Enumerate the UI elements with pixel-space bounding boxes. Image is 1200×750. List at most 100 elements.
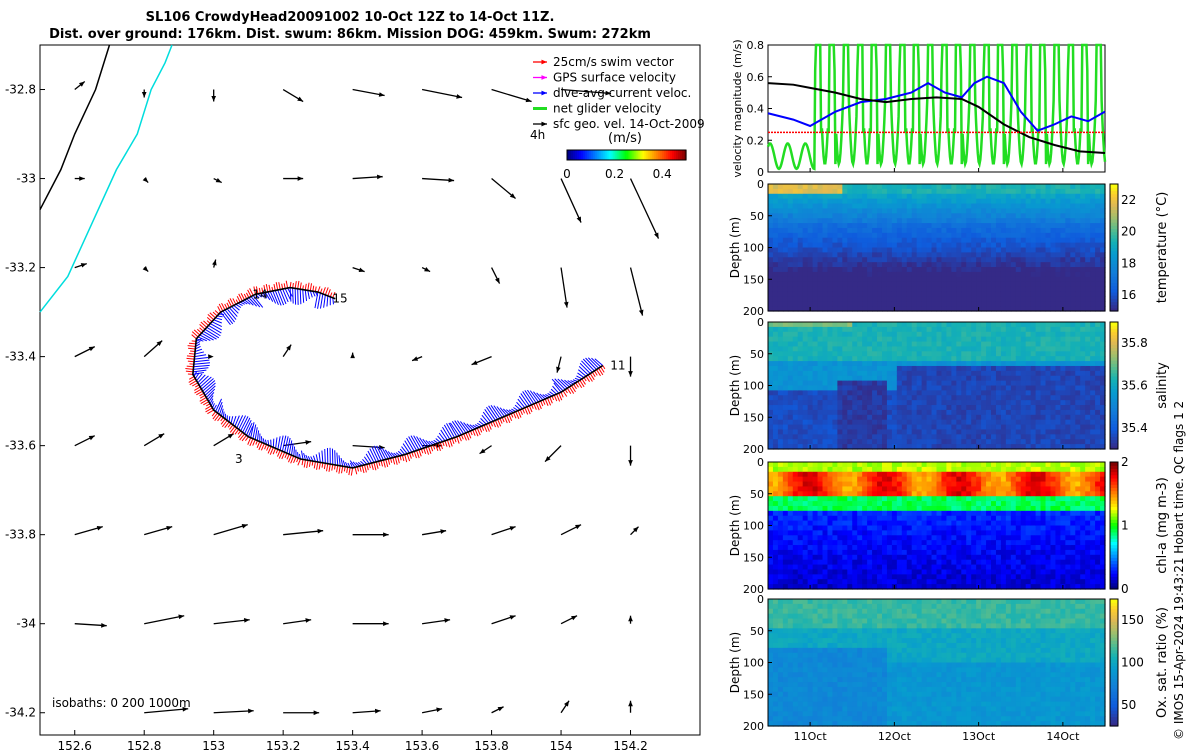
- sfc-velocity-arrow: [283, 528, 324, 536]
- sfc-velocity-arrow: [628, 445, 633, 466]
- map-ytick-label: -34.2: [5, 706, 36, 720]
- heatmap-ytick-label: 100: [743, 520, 764, 533]
- heatmap-colorbar: [1110, 322, 1118, 450]
- heatmap-ytick-label: 0: [757, 456, 764, 469]
- sfc-velocity-arrow: [212, 259, 217, 268]
- sfc-velocity-arrow: [556, 356, 562, 373]
- heatmap-ytick-label: 0: [757, 316, 764, 329]
- map-colorbar-tick: 0.4: [653, 167, 672, 181]
- map-xtick-label: 153: [202, 739, 225, 750]
- heatmap-ytick-label: 200: [743, 443, 764, 456]
- sfc-velocity-arrow: [352, 174, 383, 180]
- map-ytick-label: -33.8: [5, 528, 36, 542]
- velocity-series-line: [767, 75, 1106, 132]
- heatmap-ytick-label: 50: [750, 348, 764, 361]
- velocity-series-line: [767, 82, 1106, 154]
- sfc-velocity-arrow: [282, 88, 304, 103]
- sfc-velocity-arrow: [421, 88, 463, 99]
- sfc-velocity-arrow: [629, 178, 660, 239]
- sfc-velocity-arrow: [352, 532, 389, 538]
- map-colorbar-tick: 0.2: [605, 167, 624, 181]
- heatmap-colorbar-label: Ox. sat. ratio (%): [1155, 607, 1170, 718]
- map-ytick-label: -32.8: [5, 83, 36, 97]
- heatmap-colorbar-tick: 1: [1121, 519, 1129, 533]
- heatmap-colorbar-label: temperature (°C): [1155, 192, 1170, 304]
- title-line2: Dist. over ground: 176km. Dist. swum: 86…: [49, 27, 651, 42]
- velocity-ytick-label: 0.2: [747, 134, 765, 147]
- credit-text: © IMOS 15-Apr-2024 19:43:21 Hobart time.…: [1172, 400, 1186, 740]
- heatmap-ytick-label: 200: [743, 305, 764, 318]
- heatmap-ytick-label: 0: [757, 178, 764, 191]
- map-xtick-label: 154: [550, 739, 573, 750]
- map-colorbar-label: (m/s): [608, 131, 642, 146]
- heatmap-ytick-label: 0: [757, 593, 764, 606]
- sfc-velocity-arrow: [74, 346, 96, 358]
- sfc-velocity-arrow: [283, 440, 312, 447]
- sfc-velocity-arrow: [74, 525, 103, 536]
- heatmap-ytick-label: 150: [743, 273, 764, 286]
- map-ytick-label: -33.2: [5, 261, 36, 275]
- heatmap-ylabel: Depth (m): [728, 632, 742, 693]
- sfc-velocity-arrow: [471, 356, 492, 366]
- sfc-velocity-arrow: [411, 356, 423, 362]
- sfc-velocity-arrow: [491, 706, 504, 714]
- time-xtick-label: 11Oct: [794, 730, 828, 743]
- sfc-velocity-arrow: [213, 177, 222, 184]
- heatmap-ytick-label: 100: [743, 380, 764, 393]
- sfc-velocity-arrow: [352, 88, 385, 97]
- isobath-line: [39, 44, 111, 211]
- track-day-label: 3: [235, 452, 243, 466]
- sfc-velocity-arrow: [74, 623, 107, 628]
- sfc-velocity-arrow: [142, 266, 149, 273]
- map-ytick-label: -33.6: [5, 439, 36, 453]
- sfc-velocity-arrow: [560, 178, 582, 223]
- track-day-label: 15: [332, 292, 347, 306]
- legend-entry: GPS surface velocity: [553, 71, 676, 85]
- sfc-velocity-arrow: [143, 340, 163, 358]
- sfc-velocity-arrow: [560, 700, 570, 714]
- heatmap-ytick-label: 50: [750, 625, 764, 638]
- sfc-velocity-arrow: [560, 615, 578, 625]
- sfc-velocity-arrow: [422, 177, 455, 183]
- heatmap-colorbar-label: salinity: [1155, 362, 1170, 409]
- heatmap-colorbar-tick: 22: [1121, 193, 1136, 207]
- heatmap-cells: [768, 599, 1106, 727]
- sfc-velocity-arrow: [350, 352, 355, 359]
- heatmap-ylabel: Depth (m): [728, 217, 742, 278]
- time-xtick-label: 12Oct: [878, 730, 912, 743]
- map-xtick-label: 153.2: [266, 739, 300, 750]
- time-xtick-label: 14Oct: [1046, 730, 1080, 743]
- heatmap-cells: [768, 322, 1106, 450]
- sfc-velocity-arrow: [208, 354, 214, 359]
- legend-swatch: [533, 90, 547, 96]
- legend-swatch: [533, 59, 547, 65]
- map-ytick-label: -33: [16, 172, 36, 186]
- sfc-velocity-arrow: [628, 700, 633, 713]
- legend-swatch: [533, 75, 547, 80]
- coastline: [39, 44, 173, 313]
- sfc-velocity-arrow: [74, 435, 96, 447]
- heatmap-ytick-label: 200: [743, 583, 764, 596]
- heatmap-colorbar-tick: 50: [1121, 698, 1136, 712]
- sfc-velocity-arrow: [352, 708, 381, 714]
- sfc-velocity-arrow: [74, 262, 87, 269]
- heatmap-colorbar: [1110, 184, 1118, 312]
- map-xtick-label: 152.6: [58, 739, 92, 750]
- heatmap-cells: [768, 184, 1106, 312]
- map-ytick-label: -34: [16, 617, 36, 631]
- sfc-velocity-arrow: [213, 617, 250, 625]
- sfc-velocity-arrow: [144, 614, 185, 625]
- sfc-velocity-arrow: [561, 88, 612, 96]
- sfc-velocity-arrow: [421, 266, 431, 273]
- heatmap-ytick-label: 50: [750, 488, 764, 501]
- sfc-velocity-arrow: [74, 176, 85, 181]
- net-velocity-line: [766, 43, 1107, 171]
- heatmap-ytick-label: 100: [743, 657, 764, 670]
- heatmap-colorbar-tick: 35.4: [1121, 421, 1148, 435]
- sfc-velocity-arrow: [491, 526, 516, 536]
- map-ytick-label: -33.4: [5, 350, 36, 364]
- sfc-velocity-arrow: [283, 618, 312, 625]
- map-xtick-label: 153.4: [335, 739, 369, 750]
- sfc-velocity-arrow: [491, 615, 516, 625]
- sfc-velocity-arrow: [283, 176, 304, 181]
